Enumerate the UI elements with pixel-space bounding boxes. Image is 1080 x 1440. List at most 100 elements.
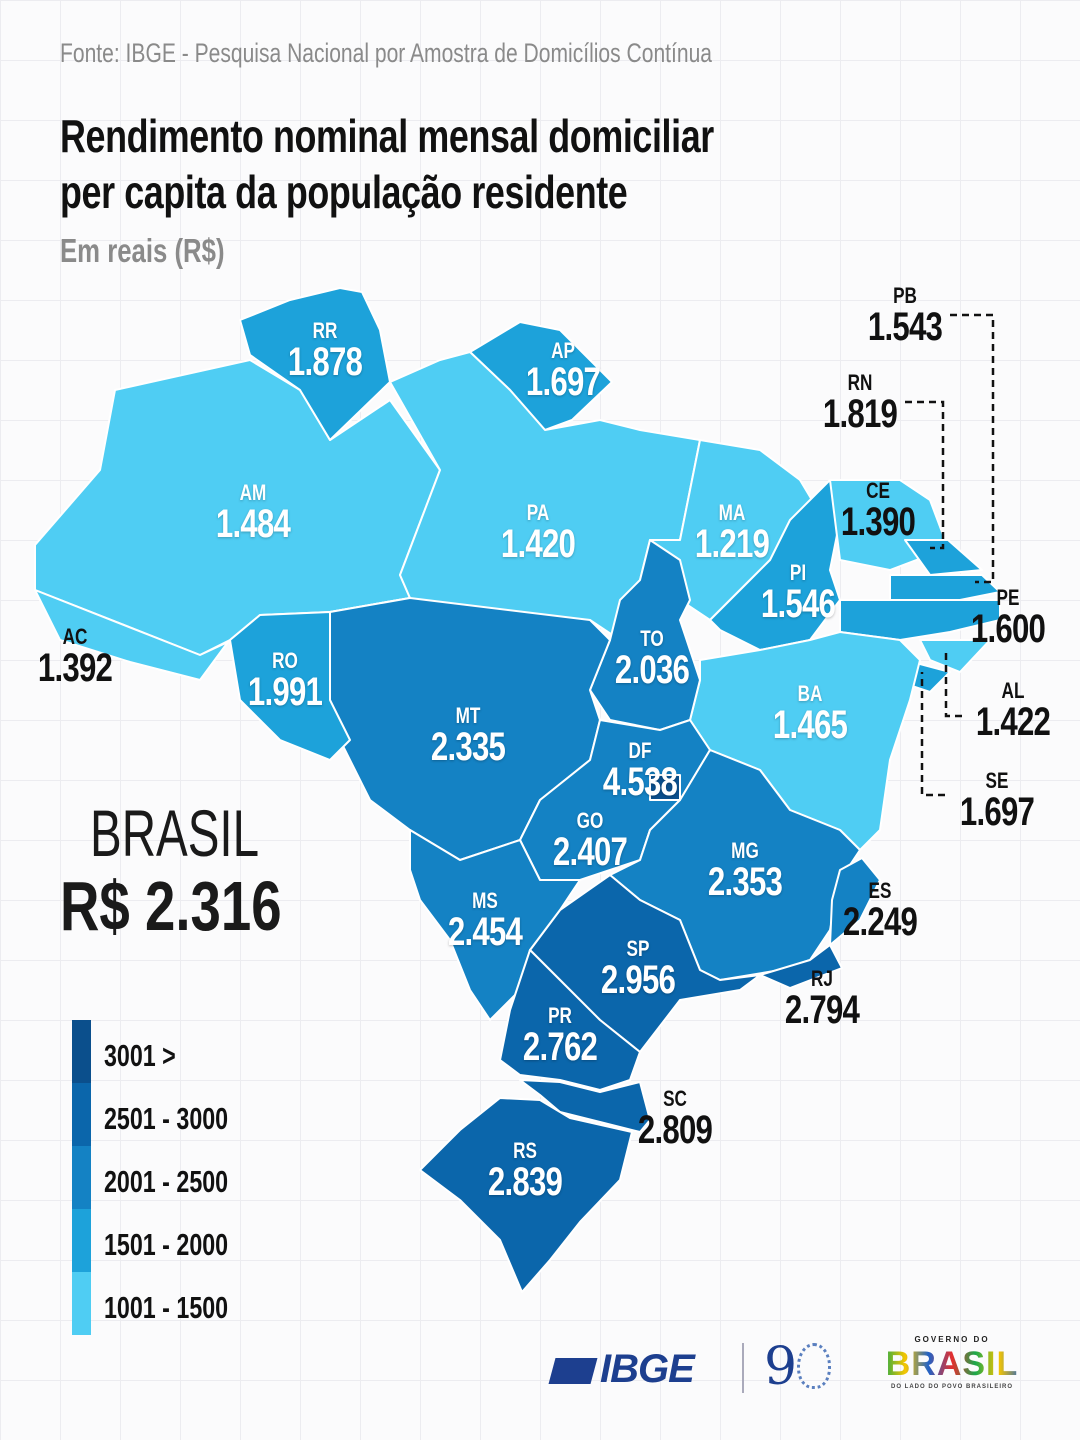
state-abbr: RJ [811,966,833,991]
legend-label: 3001 > [104,1038,176,1073]
state-label-sc: SC 2.809 [637,1088,713,1152]
state-label-rr: RR 1.878 [287,320,363,384]
state-label-rj: RJ 2.794 [785,966,860,1031]
state-value: 2.335 [430,725,506,769]
legend-label: 2501 - 3000 [104,1101,229,1136]
title-line-1: Rendimento nominal mensal domiciliar [60,110,714,162]
ibge-logo: IBGE [548,1347,695,1392]
state-value: 4.538 [602,760,678,804]
state-value: 2.762 [522,1025,598,1069]
state-value: 2.956 [600,958,676,1002]
logos: IBGE 9 GOVERNO DO BRASIL DO LADO DO POVO… [548,1335,1022,1405]
state-abbr: MA [718,500,746,525]
state-label-al: AL 1.422 [975,678,1051,744]
source-note: Fonte: IBGE - Pesquisa Nacional por Amos… [60,38,713,68]
state-abbr: SP [626,936,650,961]
national-label: BRASIL [90,796,260,870]
state-rn [904,539,983,576]
state-abbr: ES [868,878,892,903]
state-value: 1.219 [694,522,770,566]
state-value: 2.407 [552,830,628,874]
legend-swatch [72,1272,91,1335]
state-label-sp: SP 2.956 [600,936,676,1002]
state-label-es: ES 2.249 [843,878,918,943]
state-value: 1.390 [840,500,916,544]
state-label-rn: RN 1.819 [822,370,898,436]
state-value: 1.543 [867,305,943,349]
gov-logo-word: BRASIL [882,1344,1022,1384]
state-value: 2.454 [447,910,523,954]
state-abbr: AC [62,624,88,649]
state-rr [239,287,391,441]
state-abbr: TO [640,626,664,651]
state-value: 1.422 [975,700,1051,744]
state-abbr: CE [866,478,890,503]
state-label-ma: MA 1.219 [694,500,770,566]
state-abbr: SE [985,768,1009,793]
state-label-mg: MG 2.353 [708,838,783,903]
state-label-pe: PE 1.600 [970,585,1046,651]
state-abbr: RO [272,648,298,673]
ibge-wordmark: IBGE [600,1347,695,1391]
state-abbr: PI [789,560,807,585]
state-label-ro: RO 1.991 [248,648,323,713]
state-label-pr: PR 2.762 [522,1005,598,1069]
state-label-mt: MT 2.335 [430,705,506,769]
state-abbr: RN [847,370,873,395]
legend-swatch [72,1209,91,1272]
state-abbr: PA [526,500,550,525]
state-label-rs: RS 2.839 [487,1138,563,1204]
legend-swatch [72,1020,91,1083]
state-abbr: BA [797,681,823,706]
state-abbr: PB [893,283,917,308]
state-value: 2.809 [637,1108,713,1152]
state-ac [34,589,229,681]
state-label-pi: PI 1.546 [761,560,836,625]
state-value: 1.420 [500,522,576,566]
state-label-go: GO 2.407 [552,808,628,874]
state-abbr: MS [472,888,498,913]
state-value: 2.839 [487,1160,563,1204]
state-label-ba: BA 1.465 [772,681,848,747]
state-abbr: GO [576,808,604,833]
state-label-df: DF 4.538 [602,740,678,804]
legend-label: 2001 - 2500 [104,1164,229,1199]
state-abbr: PE [996,585,1020,610]
state-sc [519,1079,651,1133]
state-value: 1.600 [970,607,1046,651]
state-abbr: AL [1001,678,1025,703]
state-label-se: SE 1.697 [959,768,1035,834]
state-abbr: MG [731,838,759,863]
national-value: R$ 2.316 [60,867,282,945]
title-line-2: per capita da população residente [60,166,628,218]
ibge-mark-icon [548,1358,598,1385]
legend-swatch [72,1146,91,1209]
state-abbr: AM [239,480,267,505]
state-pr [499,949,641,1091]
legend-label: 1001 - 1500 [104,1290,229,1325]
state-al [919,639,991,673]
leader-al-line [944,652,962,718]
gov-logo-tagline: DO LADO DO POVO BRASILEIRO [890,1384,1013,1390]
leader-pb-line [950,313,995,584]
state-label-pb: PB 1.543 [867,283,943,349]
state-label-to: TO 2.036 [614,626,690,692]
state-value: 1.819 [822,392,898,436]
legend-label: 1501 - 2000 [104,1227,229,1262]
state-rj [759,944,843,989]
state-value: 2.036 [614,648,690,692]
state-value: 1.697 [959,790,1035,834]
governo-brasil-logo: GOVERNO DO BRASIL DO LADO DO POVO BRASIL… [882,1335,1022,1390]
state-value: 1.878 [287,340,363,384]
unit-subtitle: Em reais (R$) [60,232,225,269]
state-value: 1.697 [525,360,601,404]
state-es [829,857,881,946]
state-label-ce: CE 1.390 [840,478,916,544]
legend-swatch [72,1083,91,1146]
state-abbr: RS [513,1138,537,1163]
state-rs [419,1097,633,1293]
page-title: Rendimento nominal mensal domiciliar per… [60,108,714,220]
state-value: 1.465 [772,703,848,747]
state-value: 1.392 [37,646,113,690]
state-label-ms: MS 2.454 [447,888,523,954]
